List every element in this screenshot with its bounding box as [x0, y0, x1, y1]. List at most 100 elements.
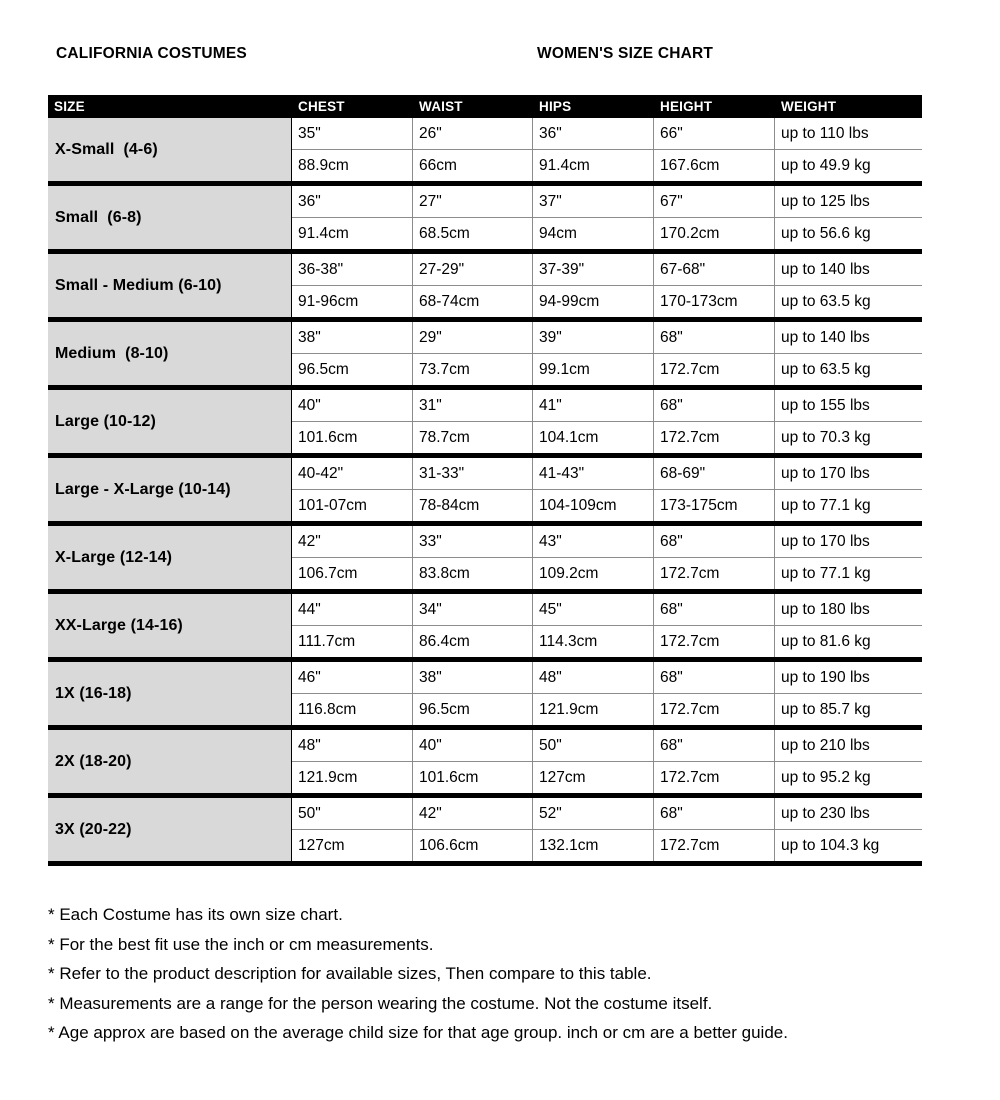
- measurement-cell: 86.4cm: [413, 626, 533, 657]
- measurement-cell: 41-43": [533, 458, 654, 489]
- measurement-cell: 45": [533, 594, 654, 625]
- measurement-row-cm: 91.4cm 68.5cm 94cm 170.2cm up to 56.6 kg: [292, 218, 922, 249]
- measurement-cell: 40-42": [292, 458, 413, 489]
- measurement-cell: 91-96cm: [292, 286, 413, 317]
- measurement-cell: 170.2cm: [654, 218, 775, 249]
- column-header-waist: WAIST: [419, 99, 463, 114]
- column-header-hips: HIPS: [539, 99, 572, 114]
- table-row: Large - X-Large (10-14) 40-42" 31-33" 41-43…: [48, 458, 922, 521]
- measurement-cell: 42": [292, 526, 413, 557]
- measurement-cell: 27": [413, 186, 533, 217]
- measurement-cell: up to 170 lbs: [781, 532, 870, 550]
- measurement-cell: 37-39": [533, 254, 654, 285]
- measurement-cell: 96.5cm: [413, 694, 533, 725]
- table-row: Small (6-8) 36" 27" 37" 67" up to 125 lbs 91.4…: [48, 186, 922, 249]
- note-item: * Measurements are a range for the perso…: [48, 993, 713, 1013]
- measurement-cell: 109.2cm: [533, 558, 654, 589]
- measurement-row-inches: 46" 38" 48" 68" up to 190 lbs: [292, 662, 922, 694]
- measurement-cell: up to 63.5 kg: [781, 292, 871, 310]
- measurement-cell: 39": [533, 322, 654, 353]
- row-separator: [48, 317, 922, 322]
- measurement-cell: 66": [654, 118, 775, 149]
- size-label: 3X (20-22): [48, 798, 292, 861]
- measurement-cell: 167.6cm: [654, 150, 775, 181]
- measurement-cell: 127cm: [533, 762, 654, 793]
- measurement-cell: 36": [292, 186, 413, 217]
- page-title: WOMEN'S SIZE CHART: [537, 45, 714, 62]
- measurement-cell: up to 140 lbs: [781, 328, 870, 346]
- measurement-cell: 172.7cm: [654, 762, 775, 793]
- measurement-cell: 101.6cm: [292, 422, 413, 453]
- row-separator: [48, 385, 922, 390]
- measurement-cell: up to 140 lbs: [781, 260, 870, 278]
- row-separator: [48, 521, 922, 526]
- table-row: Large (10-12) 40" 31" 41" 68" up to 155 lbs 10…: [48, 390, 922, 453]
- measurement-cell: up to 190 lbs: [781, 668, 870, 686]
- measurement-cell: 94cm: [533, 218, 654, 249]
- measurement-cell: up to 70.3 kg: [781, 428, 871, 446]
- measurement-cell: 37": [533, 186, 654, 217]
- measurement-cell: 88.9cm: [292, 150, 413, 181]
- measurement-cell: 67-68": [654, 254, 775, 285]
- measurement-cell: 68-69": [654, 458, 775, 489]
- measurement-cell: 35": [292, 118, 413, 149]
- measurement-row-cm: 88.9cm 66cm 91.4cm 167.6cm up to 49.9 kg: [292, 150, 922, 181]
- size-label: Small - Medium (6-10): [48, 254, 292, 317]
- measurement-cell: 127cm: [292, 830, 413, 861]
- size-label: Large - X-Large (10-14): [48, 458, 292, 521]
- row-separator: [48, 793, 922, 798]
- table-row: X-Small (4-6) 35" 26" 36" 66" up to 110 lbs 88…: [48, 118, 922, 181]
- measurement-row-inches: 36-38" 27-29" 37-39" 67-68" up to 140 lbs: [292, 254, 922, 286]
- measurement-cell: 101-07cm: [292, 490, 413, 521]
- measurement-row-inches: 40" 31" 41" 68" up to 155 lbs: [292, 390, 922, 422]
- measurement-cell: 172.7cm: [654, 830, 775, 861]
- measurement-cell: 78.7cm: [413, 422, 533, 453]
- measurement-cell: 40": [413, 730, 533, 761]
- measurement-cell: 96.5cm: [292, 354, 413, 385]
- row-separator: [48, 589, 922, 594]
- measurement-row-inches: 44" 34" 45" 68" up to 180 lbs: [292, 594, 922, 626]
- measurement-cell: 68": [654, 662, 775, 693]
- measurement-row-cm: 91-96cm 68-74cm 94-99cm 170-173cm up to 63.5…: [292, 286, 922, 317]
- measurement-cell: 172.7cm: [654, 354, 775, 385]
- measurement-cell: 36-38": [292, 254, 413, 285]
- measurement-cell: 43": [533, 526, 654, 557]
- measurement-cell: up to 56.6 kg: [781, 224, 871, 242]
- note-item: * Age approx are based on the average ch…: [48, 1023, 788, 1042]
- brand-name: CALIFORNIA COSTUMES: [56, 45, 247, 62]
- measurement-cell: up to 104.3 kg: [781, 836, 880, 854]
- measurement-cell: 33": [413, 526, 533, 557]
- measurement-group: 40" 31" 41" 68" up to 155 lbs 101.6cm 78.7cm 10…: [292, 390, 922, 453]
- measurement-cell: 173-175cm: [654, 490, 775, 521]
- measurement-cell: up to 230 lbs: [781, 804, 870, 822]
- measurement-cell: 68": [654, 594, 775, 625]
- page-heading: CALIFORNIA COSTUMES WOMEN'S SIZE CHART: [0, 45, 1000, 69]
- measurement-group: 36-38" 27-29" 37-39" 67-68" up to 140 lbs 91-…: [292, 254, 922, 317]
- size-label: 1X (16-18): [48, 662, 292, 725]
- table-row: Medium (8-10) 38" 29" 39" 68" up to 140 lbs 96…: [48, 322, 922, 385]
- measurement-cell: 94-99cm: [533, 286, 654, 317]
- measurement-cell: 73.7cm: [413, 354, 533, 385]
- measurement-cell: up to 155 lbs: [781, 396, 870, 414]
- column-header-weight: WEIGHT: [781, 99, 837, 114]
- measurement-cell: 132.1cm: [533, 830, 654, 861]
- measurement-cell: 170-173cm: [654, 286, 775, 317]
- size-label: X-Small (4-6): [48, 118, 292, 181]
- measurement-cell: 91.4cm: [292, 218, 413, 249]
- measurement-row-cm: 96.5cm 73.7cm 99.1cm 172.7cm up to 63.5 kg: [292, 354, 922, 385]
- measurement-cell: up to 77.1 kg: [781, 564, 871, 582]
- measurement-cell: 38": [292, 322, 413, 353]
- measurement-cell: 41": [533, 390, 654, 421]
- measurement-row-cm: 101.6cm 78.7cm 104.1cm 172.7cm up to 70.3 kg: [292, 422, 922, 453]
- measurement-row-inches: 48" 40" 50" 68" up to 210 lbs: [292, 730, 922, 762]
- table-row: X-Large (12-14) 42" 33" 43" 68" up to 170 lbs…: [48, 526, 922, 589]
- measurement-cell: 68": [654, 526, 775, 557]
- size-label: X-Large (12-14): [48, 526, 292, 589]
- measurement-cell: 91.4cm: [533, 150, 654, 181]
- measurement-cell: up to 95.2 kg: [781, 768, 871, 786]
- note-item: * For the best fit use the inch or cm me…: [48, 934, 434, 954]
- measurement-cell: 38": [413, 662, 533, 693]
- measurement-cell: 29": [413, 322, 533, 353]
- note-item: * Each Costume has its own size chart.: [48, 905, 343, 924]
- measurement-cell: up to 110 lbs: [781, 124, 869, 142]
